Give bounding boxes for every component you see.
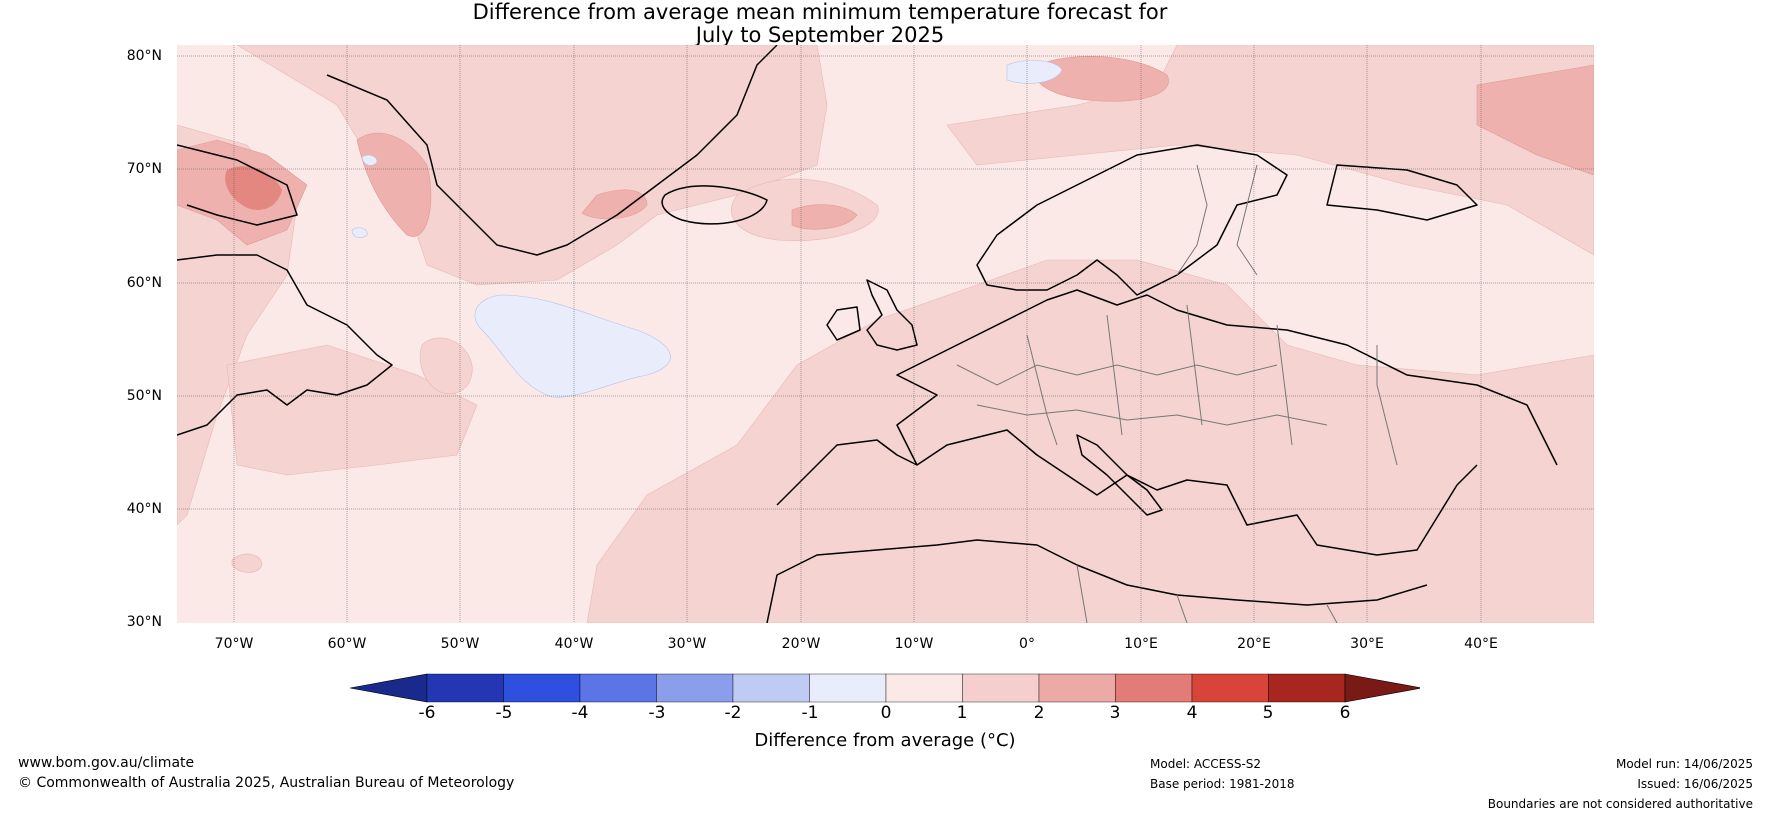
coastlines <box>177 45 1558 623</box>
lon-label-0: 0° <box>1019 636 1035 652</box>
colorbar-tick: 6 <box>1339 703 1351 723</box>
anomaly-2-to-3-regions <box>177 56 1594 246</box>
colorbar-segment <box>885 673 963 703</box>
colorbar-label: Difference from average (°C) <box>754 730 1016 751</box>
colorbar-segment <box>732 673 810 703</box>
colorbar-tick: 1 <box>956 703 968 723</box>
lat-label-40n: 40°N <box>126 501 162 517</box>
colorbar-tick: -2 <box>724 703 742 723</box>
footer-copyright: © Commonwealth of Australia 2025, Austra… <box>18 775 515 791</box>
lon-label-40w: 40°W <box>554 636 594 652</box>
footer-issued: Issued: 16/06/2025 <box>1637 777 1753 791</box>
footer-disclaimer: Boundaries are not considered authoritat… <box>1487 797 1753 811</box>
colorbar-segment <box>1115 673 1193 703</box>
colorbar-segment <box>809 673 887 703</box>
colorbar-tick: -1 <box>801 703 819 723</box>
colorbar-tick: -4 <box>571 703 589 723</box>
colorbar-segment <box>503 673 581 703</box>
lat-label-80n: 80°N <box>126 48 162 64</box>
anomaly-map <box>177 45 1594 623</box>
graticule <box>177 45 1594 623</box>
map-title-line-1: Difference from average mean minimum tem… <box>472 0 1168 24</box>
colorbar-segment <box>656 673 734 703</box>
colorbar-extend-low <box>350 673 428 703</box>
colorbar-segment <box>962 673 1040 703</box>
lon-label-10w: 10°W <box>894 636 934 652</box>
lat-label-50n: 50°N <box>126 388 162 404</box>
colorbar-segment <box>1268 673 1346 703</box>
footer-model-run: Model run: 14/06/2025 <box>1615 757 1753 771</box>
colorbar <box>350 673 1420 703</box>
lon-label-50w: 50°W <box>440 636 480 652</box>
lon-label-20e: 20°E <box>1237 636 1271 652</box>
lon-label-70w: 70°W <box>214 636 254 652</box>
colorbar-segment <box>426 673 504 703</box>
colorbar-tick: -6 <box>418 703 436 723</box>
lon-label-30w: 30°W <box>667 636 707 652</box>
lon-label-30e: 30°E <box>1350 636 1384 652</box>
lon-label-10e: 10°E <box>1124 636 1158 652</box>
lat-label-30n: 30°N <box>126 614 162 630</box>
lon-label-60w: 60°W <box>327 636 367 652</box>
footer-model: Model: ACCESS-S2 <box>1150 757 1262 771</box>
colorbar-tick: 4 <box>1186 703 1198 723</box>
lat-label-70n: 70°N <box>126 161 162 177</box>
colorbar-tick: 0 <box>880 703 892 723</box>
colorbar-tick: 2 <box>1033 703 1045 723</box>
footer-base-period: Base period: 1981-2018 <box>1150 777 1295 791</box>
colorbar-segment <box>1038 673 1116 703</box>
map-title-line-2: July to September 2025 <box>695 23 945 47</box>
national-borders <box>956 164 1398 623</box>
lon-label-20w: 20°W <box>781 636 821 652</box>
colorbar-segments <box>350 673 1420 703</box>
colorbar-tick: -3 <box>648 703 666 723</box>
footer-website: www.bom.gov.au/climate <box>18 755 195 771</box>
colorbar-segment <box>1191 673 1269 703</box>
colorbar-extend-high <box>1344 673 1420 703</box>
colorbar-tick: 3 <box>1109 703 1121 723</box>
lat-label-60n: 60°N <box>126 275 162 291</box>
anomaly-3-to-4-region <box>225 166 282 210</box>
colorbar-tick: 5 <box>1262 703 1274 723</box>
colorbar-segment <box>579 673 657 703</box>
colorbar-tick: -5 <box>495 703 513 723</box>
lon-label-40e: 40°E <box>1464 636 1498 652</box>
anomaly-minus1-to-0-regions <box>351 60 1063 398</box>
